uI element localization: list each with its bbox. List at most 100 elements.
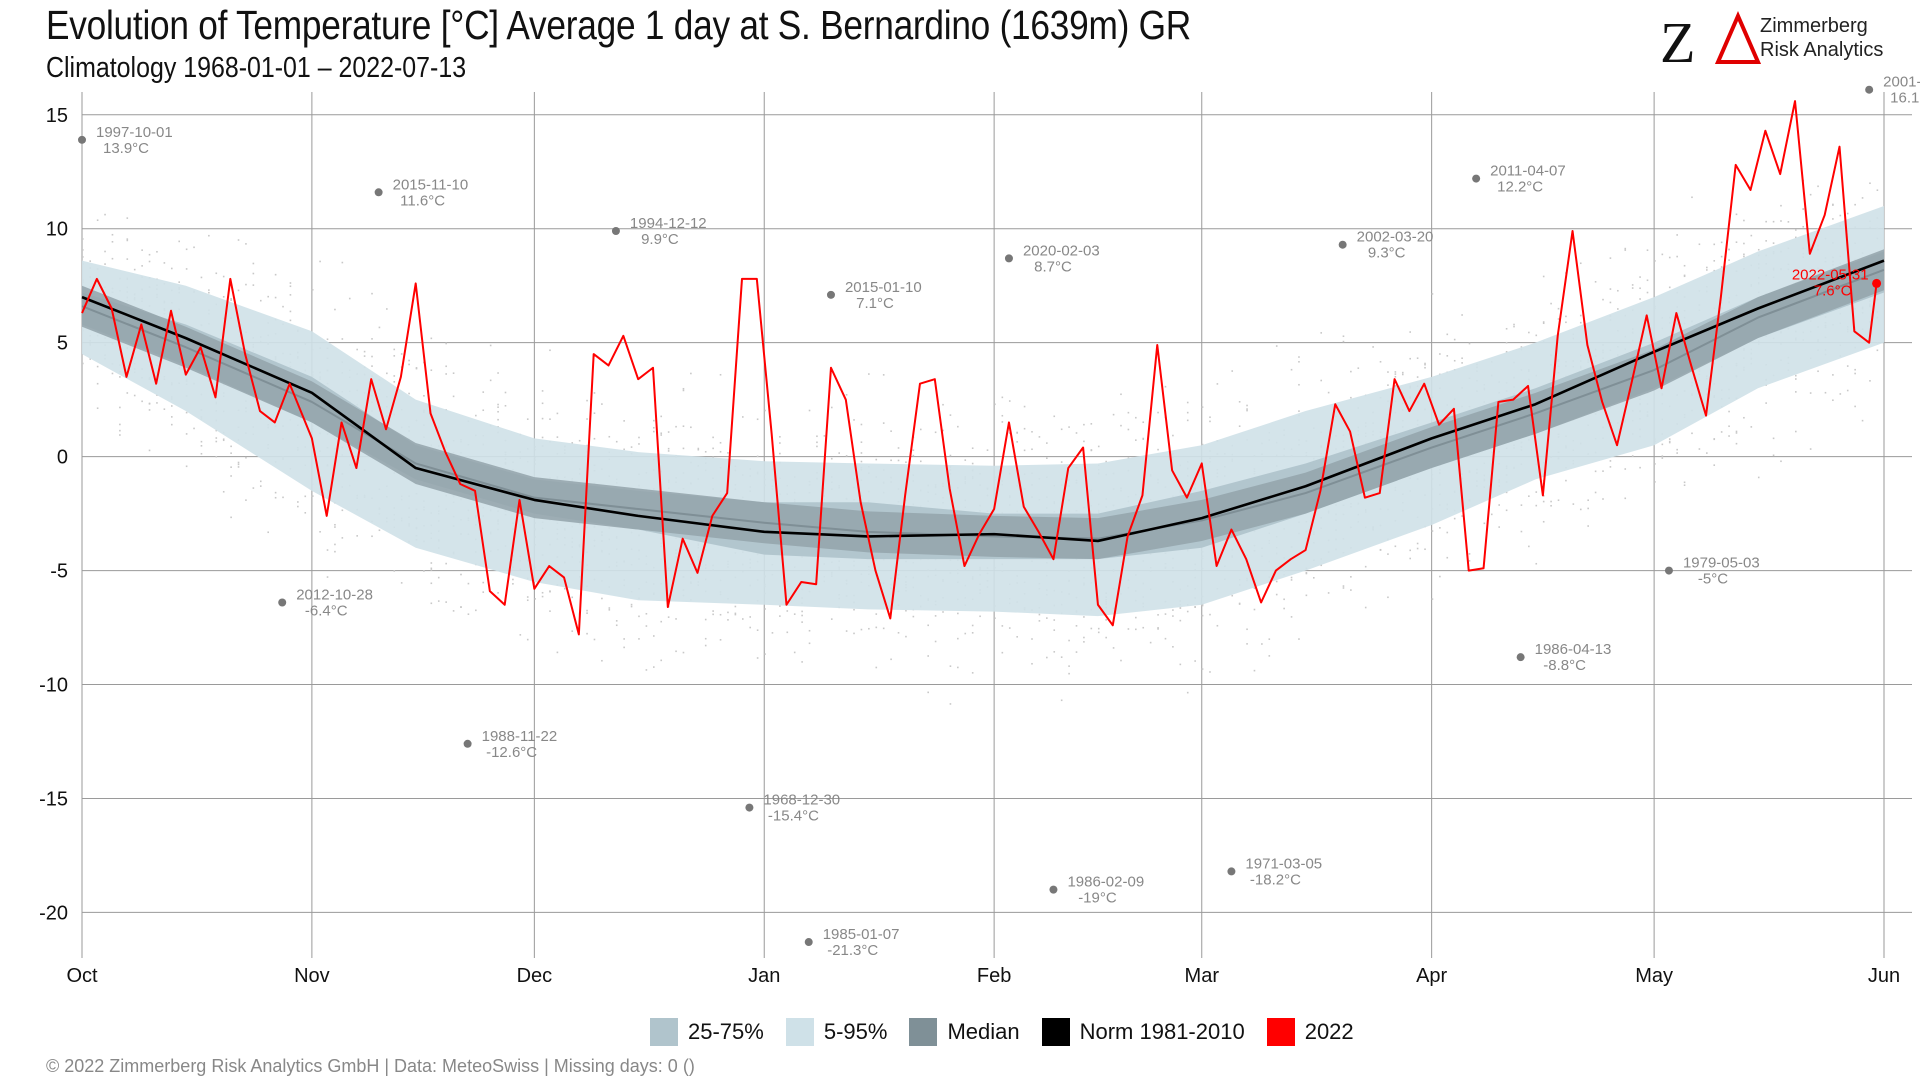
scatter-point [1031,431,1033,433]
scatter-point [170,405,173,407]
scatter-point [1743,219,1745,222]
scatter-point [719,373,722,376]
scatter-point [1668,438,1671,440]
scatter-point [200,276,203,279]
scatter-point [1379,360,1382,363]
scatter-point [1075,625,1078,627]
record-value-label: -5°C [1698,571,1728,588]
scatter-point [1364,565,1367,568]
scatter-point [712,613,714,616]
band-median [82,249,1884,560]
scatter-point [1201,668,1204,670]
scatter-point [119,376,121,378]
record-date-label: 1986-02-09 [1067,874,1144,891]
scatter-point [897,447,900,449]
scatter-point [816,441,818,444]
scatter-point [1528,331,1530,334]
scatter-point [341,338,344,340]
scatter-point [697,447,700,450]
scatter-point [667,616,670,618]
scatter-point [1453,517,1456,520]
scatter-point [1587,525,1589,527]
scatter-point [586,418,588,420]
scatter-point [653,666,655,668]
scatter-point [497,410,499,413]
scatter-point [1513,323,1515,326]
scatter-point [445,373,447,375]
scatter-point [193,427,195,430]
scatter-point [82,249,84,251]
scatter-point [141,400,143,403]
scatter-point [897,459,900,462]
scatter-point [526,599,529,602]
scatter-point [1135,616,1137,619]
scatter-point [489,379,492,382]
scatter-point [756,657,759,659]
scatter-point [875,626,878,629]
record-value-label: 9.3°C [1368,245,1406,262]
scatter-point [1624,497,1627,500]
scatter-point [1743,242,1745,245]
x-tick-label: Jan [748,965,780,987]
scatter-point [1728,248,1730,251]
scatter-point [208,291,210,294]
scatter-point [245,456,247,459]
scatter-point [860,628,863,631]
scatter-point [1542,322,1545,325]
scatter-point [1535,334,1538,337]
scatter-point [126,258,129,260]
scatter-point [1038,436,1041,438]
legend-label: Norm 1981-2010 [1079,1019,1245,1044]
scatter-point [119,434,121,436]
scatter-point [1624,468,1627,470]
scatter-point [1505,509,1508,512]
scatter-point [1772,454,1775,457]
scatter-point [1268,655,1271,657]
scatter-point [1357,367,1360,369]
scatter-point [1802,225,1805,228]
scatter-point [1142,626,1145,629]
scatter-point [334,550,336,553]
scatter-point [1795,236,1797,239]
scatter-point [934,431,937,434]
scatter-point [1031,448,1033,451]
y-tick-label: -15 [39,788,68,810]
scatter-point [1431,293,1434,295]
record-value-label: -21.3°C [827,942,878,959]
scatter-point [660,432,663,435]
scatter-point [882,374,885,376]
scatter-point [541,390,544,392]
scatter-point [289,282,292,284]
record-point [611,227,620,236]
scatter-point [1379,549,1382,551]
scatter-point [1068,665,1070,667]
scatter-point [1439,353,1441,355]
scatter-point [1535,504,1538,507]
scatter-point [1728,425,1730,428]
scatter-point [334,308,336,311]
legend-label: 2022 [1304,1019,1354,1044]
scatter-point [667,450,670,452]
scatter-point [1261,643,1263,645]
scatter-point [148,253,151,256]
scatter-point [423,395,425,397]
scatter-point [1305,571,1308,574]
x-tick-label: Feb [977,965,1011,987]
scatter-point [1676,234,1678,236]
scatter-point [304,511,307,514]
scatter-point [1639,276,1641,278]
scatter-point [467,582,470,585]
scatter-point [1216,383,1219,385]
scatter-point [1290,368,1293,371]
scatter-point [148,409,151,411]
record-date-label: 1979-05-03 [1683,555,1760,572]
scatter-point [1557,499,1560,502]
scatter-point [1609,301,1612,304]
latest-point [1872,278,1882,288]
scatter-point [237,239,240,241]
scatter-point [89,358,92,360]
scatter-point [475,414,477,417]
scatter-point [1001,414,1004,417]
logo-text: Zimmerberg Risk Analytics [1760,14,1883,62]
scatter-point [942,403,944,406]
